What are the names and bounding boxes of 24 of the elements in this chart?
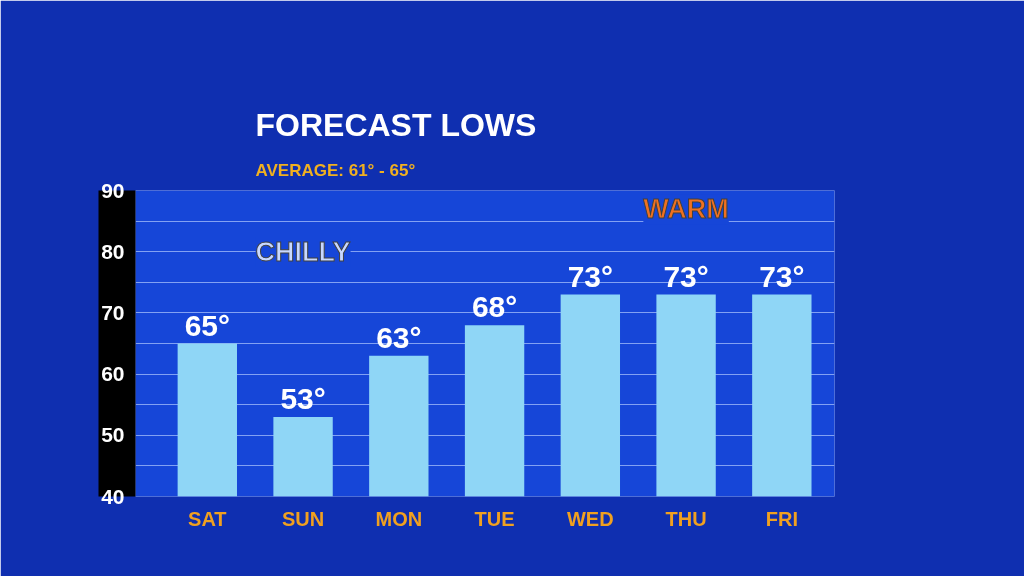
x-tick-label: WED [567, 507, 614, 530]
data-label: 53° [280, 381, 326, 415]
x-tick-label: SUN [281, 507, 325, 530]
data-label: 73° [759, 259, 805, 293]
data-label: 63° [376, 320, 422, 354]
y-tick-label: 90 [101, 178, 125, 202]
chart-title: FORECAST LOWS [255, 106, 537, 143]
data-label: 73° [663, 259, 709, 293]
data-label: 65° [184, 308, 231, 342]
x-tick-label: TUE [474, 507, 515, 530]
data-label: 73° [567, 259, 614, 293]
x-tick-label: SAT [188, 507, 227, 530]
y-tick-label: 40 [101, 484, 125, 508]
x-tick-label: THU [665, 507, 707, 530]
y-tick-label: 50 [101, 423, 125, 447]
chart-subtitle: AVERAGE: 61° - 65° [255, 160, 416, 180]
x-tick-label: MON [375, 507, 423, 530]
data-label: 68° [471, 290, 518, 324]
y-tick-label: 70 [101, 300, 125, 324]
annotation: WARM [643, 194, 729, 225]
y-tick-label: 80 [101, 239, 125, 263]
annotation: CHILLY [255, 237, 351, 267]
y-tick-label: 60 [101, 362, 125, 386]
x-tick-label: FRI [765, 507, 798, 530]
